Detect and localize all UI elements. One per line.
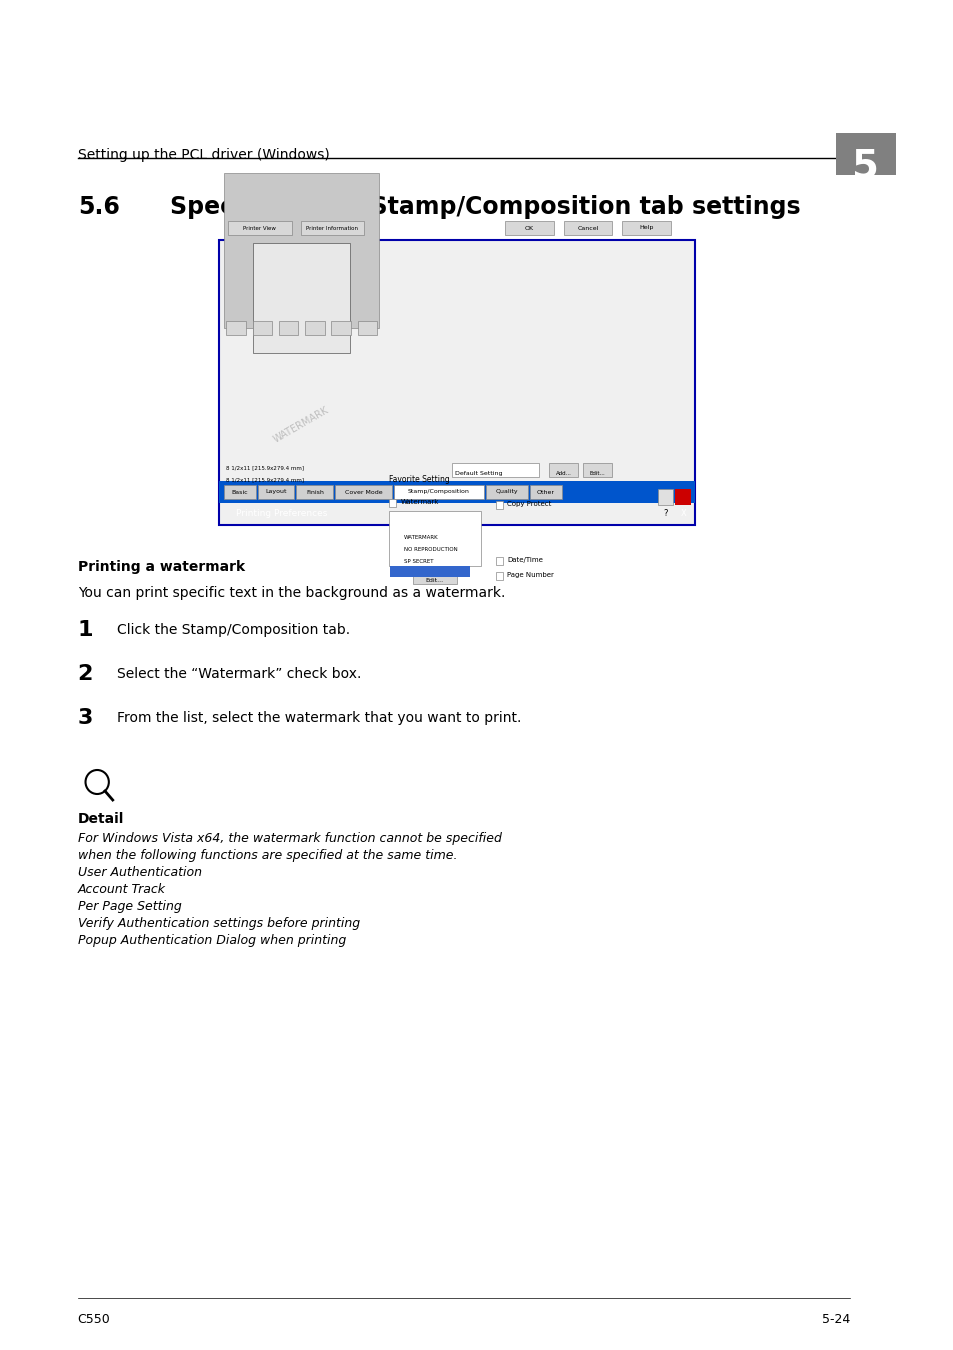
Text: Default Setting: Default Setting bbox=[455, 471, 502, 477]
Text: Other: Other bbox=[537, 490, 554, 494]
Text: Printer Information: Printer Information bbox=[306, 225, 358, 231]
FancyBboxPatch shape bbox=[496, 558, 503, 566]
Text: Per Page Setting: Per Page Setting bbox=[77, 900, 181, 913]
Text: Popup Authentication Dialog when printing: Popup Authentication Dialog when printin… bbox=[77, 934, 346, 946]
Text: when the following functions are specified at the same time.: when the following functions are specifi… bbox=[77, 849, 456, 863]
Text: Add...: Add... bbox=[556, 471, 571, 477]
Text: Cover Mode: Cover Mode bbox=[344, 490, 382, 494]
FancyBboxPatch shape bbox=[278, 321, 298, 335]
FancyBboxPatch shape bbox=[452, 463, 538, 477]
FancyBboxPatch shape bbox=[296, 485, 333, 500]
Text: NO REPRODUCTION: NO REPRODUCTION bbox=[404, 547, 457, 552]
Text: 8 1/2x11 [215.9x279.4 mm]: 8 1/2x11 [215.9x279.4 mm] bbox=[226, 464, 304, 470]
Text: WATERMARK: WATERMARK bbox=[272, 405, 331, 446]
FancyBboxPatch shape bbox=[223, 485, 255, 500]
Text: 5: 5 bbox=[851, 147, 879, 185]
FancyBboxPatch shape bbox=[218, 240, 694, 525]
FancyBboxPatch shape bbox=[582, 463, 612, 477]
Text: Setting up the PCL driver (Windows): Setting up the PCL driver (Windows) bbox=[77, 148, 329, 162]
Text: Finish: Finish bbox=[306, 490, 323, 494]
Text: Page Number: Page Number bbox=[507, 572, 554, 578]
Text: Basic: Basic bbox=[231, 490, 248, 494]
Text: User Authentication: User Authentication bbox=[77, 865, 201, 879]
Text: Verify Authentication settings before printing: Verify Authentication settings before pr… bbox=[77, 917, 359, 930]
Text: Specifying the Stamp/Composition tab settings: Specifying the Stamp/Composition tab set… bbox=[170, 194, 800, 219]
Text: ?: ? bbox=[662, 509, 667, 517]
Text: Quality: Quality bbox=[495, 490, 517, 494]
Text: Copy Protect: Copy Protect bbox=[507, 501, 551, 508]
FancyBboxPatch shape bbox=[257, 485, 294, 500]
Text: Date/Time: Date/Time bbox=[507, 558, 542, 563]
Text: Account Track: Account Track bbox=[77, 883, 166, 896]
Text: Click the Stamp/Composition tab.: Click the Stamp/Composition tab. bbox=[116, 622, 350, 637]
Text: Watermark: Watermark bbox=[400, 500, 438, 505]
FancyBboxPatch shape bbox=[389, 566, 470, 576]
FancyBboxPatch shape bbox=[675, 489, 690, 505]
Text: Printing a watermark: Printing a watermark bbox=[77, 560, 245, 574]
Text: For Windows Vista x64, the watermark function cannot be specified: For Windows Vista x64, the watermark fun… bbox=[77, 832, 501, 845]
FancyBboxPatch shape bbox=[496, 501, 503, 509]
Text: Cancel: Cancel bbox=[577, 225, 598, 231]
FancyBboxPatch shape bbox=[253, 321, 272, 335]
Text: X: X bbox=[679, 509, 685, 517]
Text: Layout: Layout bbox=[265, 490, 287, 494]
FancyBboxPatch shape bbox=[621, 221, 670, 235]
Text: WATERMARK: WATERMARK bbox=[404, 535, 438, 540]
FancyBboxPatch shape bbox=[485, 485, 527, 500]
Text: C550: C550 bbox=[77, 1314, 111, 1326]
Text: Stamp/Composition: Stamp/Composition bbox=[407, 490, 469, 494]
Text: SP SECRET: SP SECRET bbox=[404, 559, 434, 564]
Text: 1: 1 bbox=[77, 620, 93, 640]
FancyBboxPatch shape bbox=[223, 173, 378, 328]
FancyBboxPatch shape bbox=[505, 221, 554, 235]
FancyBboxPatch shape bbox=[496, 572, 503, 580]
Text: Edit...: Edit... bbox=[589, 471, 605, 477]
FancyBboxPatch shape bbox=[305, 321, 324, 335]
Text: Select the “Watermark” check box.: Select the “Watermark” check box. bbox=[116, 667, 360, 680]
FancyBboxPatch shape bbox=[218, 481, 694, 504]
FancyBboxPatch shape bbox=[549, 463, 578, 477]
FancyBboxPatch shape bbox=[388, 512, 480, 566]
FancyBboxPatch shape bbox=[835, 134, 895, 176]
Text: Favorite Setting: Favorite Setting bbox=[388, 475, 449, 485]
Text: 5-24: 5-24 bbox=[821, 1314, 849, 1326]
Text: Printer View: Printer View bbox=[243, 225, 275, 231]
FancyBboxPatch shape bbox=[357, 321, 376, 335]
FancyBboxPatch shape bbox=[658, 489, 673, 505]
FancyBboxPatch shape bbox=[331, 321, 351, 335]
FancyBboxPatch shape bbox=[413, 572, 456, 585]
FancyBboxPatch shape bbox=[563, 221, 612, 235]
Text: You can print specific text in the background as a watermark.: You can print specific text in the backg… bbox=[77, 586, 504, 599]
FancyBboxPatch shape bbox=[228, 221, 292, 235]
FancyBboxPatch shape bbox=[335, 485, 392, 500]
Text: Help: Help bbox=[639, 225, 653, 231]
Text: From the list, select the watermark that you want to print.: From the list, select the watermark that… bbox=[116, 711, 520, 725]
Text: Edit...: Edit... bbox=[425, 578, 443, 583]
FancyBboxPatch shape bbox=[301, 221, 364, 235]
Text: 5.6: 5.6 bbox=[77, 194, 119, 219]
FancyBboxPatch shape bbox=[394, 485, 483, 500]
FancyBboxPatch shape bbox=[253, 243, 350, 352]
FancyBboxPatch shape bbox=[388, 500, 396, 508]
FancyBboxPatch shape bbox=[226, 321, 246, 335]
Text: URGENT: URGENT bbox=[404, 522, 427, 528]
Text: Detail: Detail bbox=[77, 811, 124, 826]
Text: Printing Preferences: Printing Preferences bbox=[236, 509, 327, 518]
Text: 8 1/2x11 [215.9x279.4 mm]: 8 1/2x11 [215.9x279.4 mm] bbox=[226, 477, 304, 482]
Text: 2: 2 bbox=[77, 664, 93, 684]
FancyBboxPatch shape bbox=[529, 485, 561, 500]
Text: OK: OK bbox=[524, 225, 534, 231]
Text: 3: 3 bbox=[77, 707, 93, 728]
